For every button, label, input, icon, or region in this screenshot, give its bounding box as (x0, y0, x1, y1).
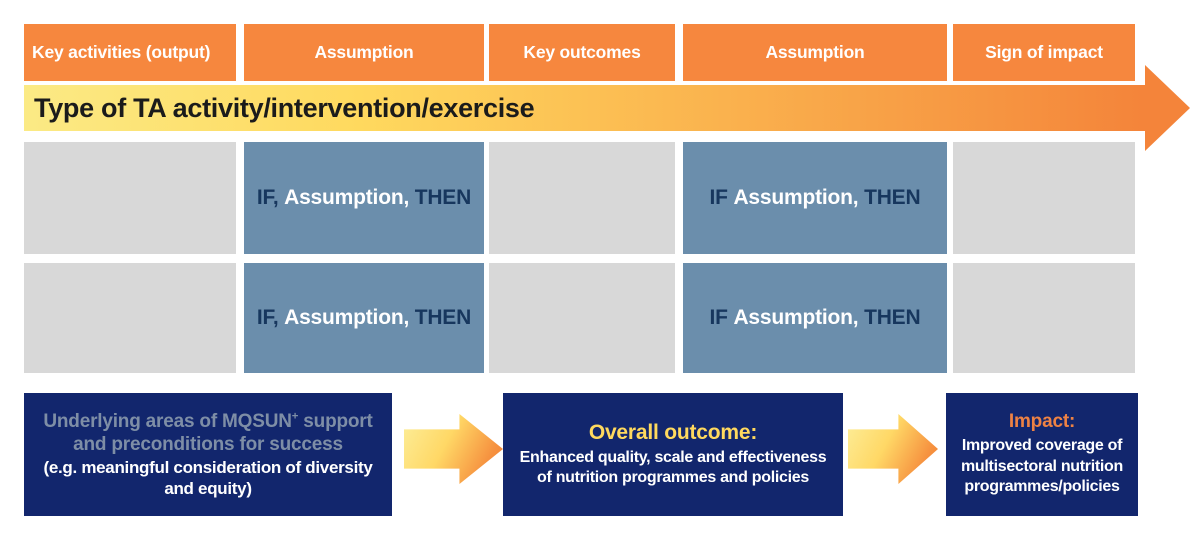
then-text: THEN (414, 186, 472, 209)
key-activities-cell-row1 (24, 142, 236, 254)
flow-arrow-1-icon (404, 414, 503, 484)
overall-outcome-box: Overall outcome: Enhanced quality, scale… (503, 393, 843, 516)
then-text: THEN (864, 306, 921, 329)
assumption-cell-row1-left: IF, Assumption, THEN (244, 142, 484, 254)
if-text: IF, (256, 186, 285, 209)
ta-activity-arrow-banner: Type of TA activity/intervention/exercis… (24, 85, 1145, 131)
header-assumption-1: Assumption (244, 24, 484, 81)
superscript-plus: + (291, 410, 299, 423)
assumption-cell-row2-right: IF Assumption, THEN (683, 263, 947, 373)
if-text: IF (709, 306, 734, 329)
assumption-cell-row1-right: IF Assumption, THEN (683, 142, 947, 254)
header-assumption-2: Assumption (683, 24, 947, 81)
flow-arrow-2-icon (848, 414, 938, 484)
ta-activity-banner-label: Type of TA activity/intervention/exercis… (34, 92, 535, 123)
header-key-activities-output: Key activities (output) (24, 24, 236, 81)
sign-of-impact-cell-row2 (953, 263, 1135, 373)
impact-heading: Impact: (1008, 410, 1076, 432)
if-text: IF (709, 186, 734, 209)
then-text: THEN (864, 186, 921, 209)
impact-body: Improved coverage of multisectoral nutri… (961, 436, 1123, 496)
assumption-cell-row2-left: IF, Assumption, THEN (244, 263, 484, 373)
assumption-text: Assumption, (284, 306, 415, 329)
assumption-text: Assumption, (284, 186, 415, 209)
header-key-outcomes: Key outcomes (489, 24, 675, 81)
key-outcomes-cell-row2 (489, 263, 675, 373)
overall-outcome-body: Enhanced quality, scale and effectivenes… (519, 449, 827, 486)
overall-outcome-heading: Overall outcome: (588, 421, 758, 444)
impact-box: Impact: Improved coverage of multisector… (946, 393, 1138, 516)
then-text: THEN (414, 306, 472, 329)
if-text: IF, (256, 306, 285, 329)
underlying-support-box: Underlying areas of MQSUN+ support and p… (24, 393, 392, 516)
key-outcomes-cell-row1 (489, 142, 675, 254)
assumption-text: Assumption, (733, 186, 865, 209)
key-activities-cell-row2 (24, 263, 236, 373)
underlying-support-heading: Underlying areas of MQSUN+ support and p… (43, 410, 373, 455)
underlying-support-example: (e.g. meaningful consideration of divers… (43, 457, 373, 498)
sign-of-impact-cell-row1 (953, 142, 1135, 254)
header-sign-of-impact: Sign of impact (953, 24, 1135, 81)
assumption-text: Assumption, (733, 306, 865, 329)
banner-arrow-head-icon (1145, 65, 1190, 151)
